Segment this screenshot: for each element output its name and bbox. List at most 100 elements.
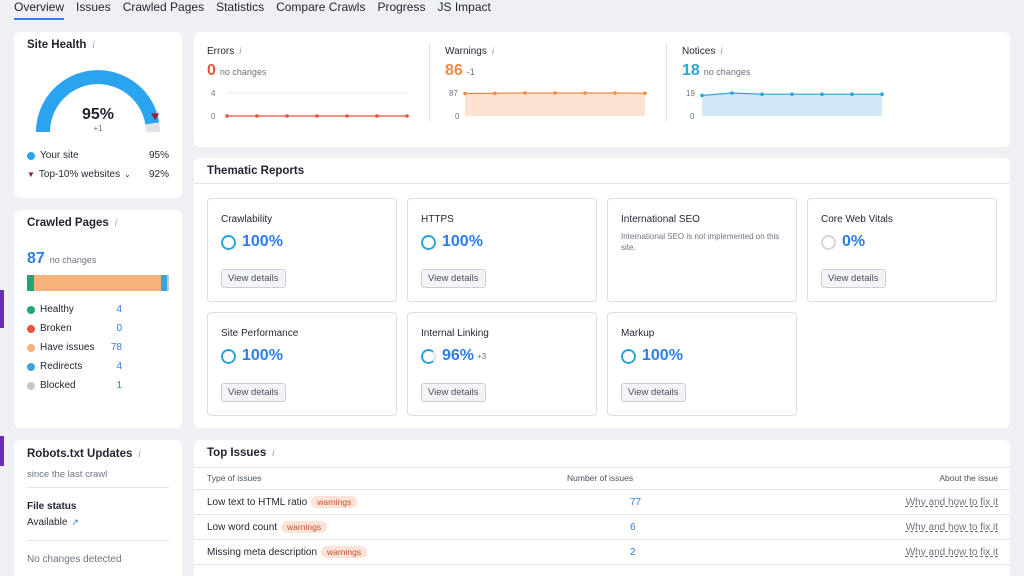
table-row-partial [194, 564, 1010, 576]
report-international-seo[interactable]: International SEO International SEO is n… [607, 198, 797, 302]
notices-area [702, 93, 882, 116]
crawled-count-row: 87 no changes [27, 250, 97, 267]
progress-ring-icon [221, 234, 236, 250]
warnings-point[interactable] [463, 91, 467, 96]
tab-issues[interactable]: Issues [76, 0, 111, 14]
errors-point[interactable] [285, 114, 289, 118]
robots-title: Robots.txt Updates i [27, 448, 141, 460]
info-icon[interactable]: i [491, 46, 495, 57]
legend-your-site: Your site 95% [27, 146, 169, 165]
triangle-icon: ▼ [27, 170, 35, 179]
thematic-title: Thematic Reports [207, 165, 305, 177]
site-health-gauge [36, 70, 160, 133]
site-health-title: Site Health i [27, 39, 95, 51]
divider [194, 467, 1010, 468]
notices-point[interactable] [700, 93, 704, 98]
info-icon[interactable]: i [92, 39, 95, 51]
tab-crawled-pages[interactable]: Crawled Pages [122, 0, 205, 14]
top-issues-title: Top Issues i [207, 447, 275, 459]
warnings-point[interactable] [613, 91, 617, 95]
notices-point[interactable] [730, 91, 734, 95]
tab-js-impact[interactable]: JS Impact [437, 0, 491, 14]
notices-point[interactable] [880, 92, 884, 97]
notices-ymax: 19 [686, 89, 695, 98]
errors-ymin: 0 [211, 112, 216, 121]
col-about-header: About the issue [939, 473, 998, 483]
health-delta: +1 [93, 124, 103, 133]
crawled-pages-card: Crawled Pages i 87 no changes Healthy 4 Br… [14, 210, 182, 428]
fix-link[interactable]: Why and how to fix it [905, 522, 998, 533]
view-details-button[interactable]: View details [221, 383, 286, 402]
legend-healthy[interactable]: Healthy 4 [27, 300, 122, 319]
warnings-point[interactable] [493, 91, 497, 96]
bar-segment-have-issues [33, 275, 161, 291]
tab-statistics[interactable]: Statistics [216, 0, 265, 14]
info-icon[interactable]: i [272, 447, 275, 459]
view-details-button[interactable]: View details [221, 269, 286, 288]
external-link-icon[interactable]: ↗ [71, 517, 79, 527]
report-markup[interactable]: Markup 100% View details [607, 312, 797, 416]
progress-ring-icon [421, 348, 436, 364]
edge-accent [0, 290, 4, 328]
report-core-web-vitals[interactable]: Core Web Vitals 0% View details [807, 198, 997, 302]
errors-point[interactable] [315, 114, 319, 118]
progress-ring-icon [621, 348, 636, 364]
crawled-pages-bar [27, 275, 169, 291]
legend-top10[interactable]: ▼ Top-10% websites ⌄ 92% [27, 169, 169, 180]
errors-point[interactable] [255, 114, 259, 118]
info-icon[interactable]: i [114, 217, 118, 229]
notices-point[interactable] [820, 92, 824, 97]
legend-have-issues[interactable]: Have issues 78 [27, 338, 122, 357]
file-status-value[interactable]: Available ↗ [27, 517, 79, 528]
view-details-button[interactable]: View details [821, 269, 886, 288]
tab-progress[interactable]: Progress [377, 0, 426, 14]
warnings-point[interactable] [553, 91, 557, 95]
crawled-count[interactable]: 87 [27, 250, 45, 267]
col-type-header: Type of issues [207, 473, 262, 483]
edge-accent [0, 436, 4, 466]
legend-redirects[interactable]: Redirects 4 [27, 357, 122, 376]
warnings-label: Warnings i [445, 46, 495, 57]
robots-subtitle: since the last crawl [27, 469, 108, 480]
robots-card: Robots.txt Updates i since the last crawl… [14, 440, 182, 576]
warnings-point[interactable] [523, 91, 527, 95]
warnings-point[interactable] [583, 91, 587, 95]
info-icon[interactable]: i [138, 448, 141, 460]
chevron-down-icon[interactable]: ⌄ [124, 170, 131, 179]
warnings-ymax: 87 [449, 89, 458, 98]
report-internal-linking[interactable]: Internal Linking 96% +3 View details [407, 312, 597, 416]
tab-compare-crawls[interactable]: Compare Crawls [276, 0, 366, 14]
notices-point[interactable] [760, 92, 764, 97]
tab-overview[interactable]: Overview [14, 0, 65, 20]
view-details-button[interactable]: View details [421, 269, 486, 288]
bar-segment-redirects [160, 275, 168, 291]
report-site-performance[interactable]: Site Performance 100% View details [207, 312, 397, 416]
report-crawlability[interactable]: Crawlability 100% View details [207, 198, 397, 302]
metrics-card: Errors i 0 no changes 4 0 Warnings i 86 -1 8… [194, 32, 1010, 147]
errors-point[interactable] [345, 114, 349, 118]
divider [27, 487, 169, 488]
legend-broken[interactable]: Broken 0 [27, 319, 122, 338]
fix-link[interactable]: Why and how to fix it [905, 547, 998, 558]
fix-link[interactable]: Why and how to fix it [905, 497, 998, 508]
info-icon[interactable]: i [720, 46, 723, 57]
your-site-dot [27, 151, 35, 160]
crawled-legend: Healthy 4 Broken 0 Have issues 78 Redirects… [27, 300, 122, 395]
progress-ring-icon [221, 348, 236, 364]
warnings-point[interactable] [643, 91, 647, 96]
report-https[interactable]: HTTPS 100% View details [407, 198, 597, 302]
warnings-area [465, 93, 645, 116]
errors-point[interactable] [405, 114, 409, 118]
view-details-button[interactable]: View details [421, 383, 486, 402]
divider [27, 540, 169, 541]
errors-point[interactable] [225, 114, 229, 118]
errors-point[interactable] [375, 114, 379, 118]
notices-point[interactable] [790, 92, 794, 97]
legend-blocked[interactable]: Blocked 1 [27, 376, 122, 395]
table-row: Low text to HTML ratio warnings 77 Why an… [194, 489, 1010, 514]
notices-point[interactable] [850, 92, 854, 97]
info-icon[interactable]: i [239, 46, 242, 57]
errors-ymax: 4 [211, 89, 216, 98]
view-details-button[interactable]: View details [621, 383, 686, 402]
errors-sparkline: 4 0 [211, 89, 409, 121]
